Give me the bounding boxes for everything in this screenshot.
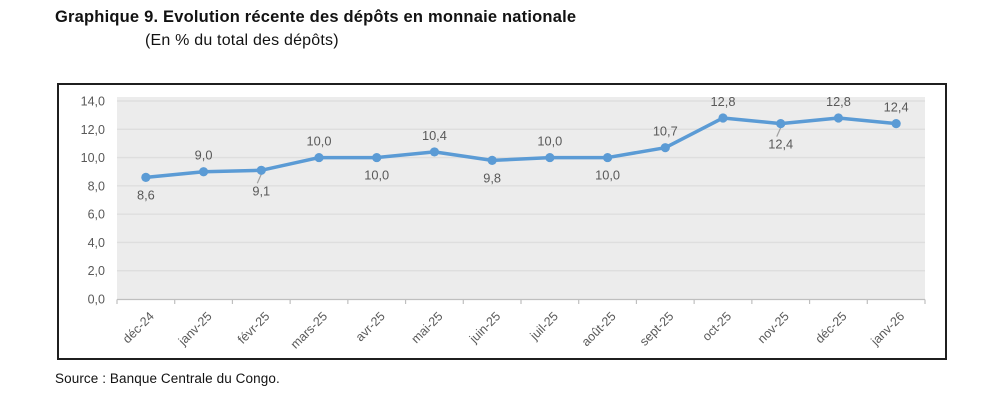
data-point: [833, 113, 844, 123]
y-tick-label: 6,0: [88, 208, 105, 222]
data-point: [198, 167, 209, 177]
source-note: Source : Banque Centrale du Congo.: [55, 371, 280, 386]
x-tick-label: avr-25: [353, 309, 388, 344]
data-label-leader-line: [256, 174, 262, 184]
x-tick-label: janv-25: [175, 309, 215, 349]
x-tick-label: mai-25: [409, 309, 446, 346]
x-tick-label: mars-25: [288, 309, 330, 351]
data-label: 9,0: [195, 148, 213, 163]
chart-frame: 0,0 2,0 4,0 6,0 8,0 10,0 12,0 14,0 déc-24 janv-25…: [57, 83, 947, 360]
y-tick-label: 2,0: [88, 264, 105, 278]
x-tick-label: janv-26: [868, 309, 908, 349]
data-label: 8,6: [137, 187, 155, 202]
data-point: [141, 172, 151, 182]
y-tick-label: 4,0: [88, 236, 105, 250]
y-tick-label: 0,0: [88, 293, 105, 307]
data-label: 9,1: [252, 183, 270, 198]
data-label-leader-line: [776, 127, 782, 137]
data-point: [776, 119, 786, 129]
x-tick-label: sept-25: [637, 309, 676, 348]
x-tick-label: oct-25: [700, 309, 734, 343]
data-line: [144, 116, 898, 180]
x-tick-label: août-25: [579, 309, 619, 349]
data-label: 10,4: [422, 128, 447, 143]
data-point: [314, 152, 324, 163]
x-tick-label: déc-25: [813, 309, 850, 346]
data-label: 10,0: [307, 134, 332, 149]
data-point: [718, 113, 728, 123]
line-chart: 0,0 2,0 4,0 6,0 8,0 10,0 12,0 14,0 déc-24 janv-25…: [81, 94, 926, 352]
chart-title: Graphique 9. Evolution récente des dépôt…: [55, 8, 577, 26]
data-label: 10,7: [653, 124, 678, 139]
data-point: [602, 152, 613, 163]
y-tick-label: 8,0: [88, 179, 105, 193]
x-tick-label: juil-25: [527, 309, 561, 343]
data-label: 10,0: [595, 168, 620, 183]
data-point: [545, 152, 555, 163]
data-point: [429, 147, 440, 157]
data-label: 9,8: [483, 170, 501, 185]
data-label: 12,4: [884, 100, 909, 115]
data-label: 10,0: [537, 134, 562, 149]
x-tick-label: févr-25: [235, 309, 272, 346]
data-point: [660, 143, 670, 153]
data-label: 12,4: [768, 137, 793, 152]
data-label: 12,8: [711, 94, 736, 109]
y-tick-label: 12,0: [81, 123, 105, 137]
x-tick-label: nov-25: [755, 309, 792, 346]
x-tick-label: juin-25: [466, 309, 503, 346]
data-point: [487, 155, 497, 165]
chart-subtitle: (En % du total des dépôts): [145, 32, 339, 49]
data-point: [372, 152, 382, 163]
data-point: [256, 165, 266, 175]
y-tick-label: 10,0: [81, 151, 105, 165]
y-tick-label: 14,0: [81, 95, 105, 109]
plot-area: [117, 97, 925, 299]
x-tick-label: déc-24: [120, 309, 157, 346]
data-label: 10,0: [364, 168, 389, 183]
data-label: 12,8: [826, 94, 851, 109]
data-point: [891, 119, 901, 129]
